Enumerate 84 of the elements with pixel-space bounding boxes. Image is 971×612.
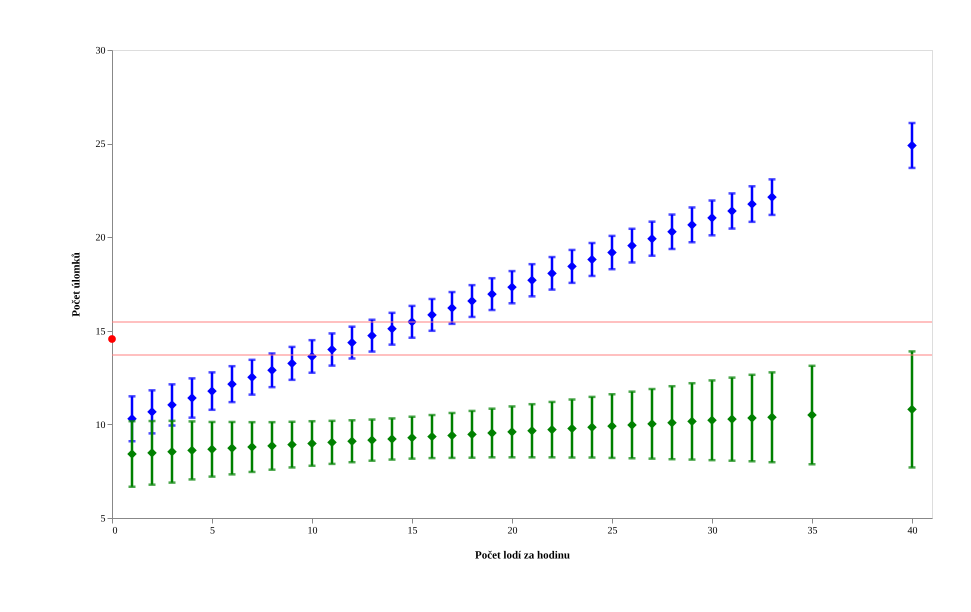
point [467,296,477,306]
point [487,289,497,299]
point [527,276,537,285]
point [627,420,637,430]
point [427,432,437,442]
y-tick-label: 15 [96,326,106,338]
point [707,416,717,426]
point [187,446,197,456]
point [907,140,917,150]
point [667,418,677,428]
x-tick-label: 30 [708,526,718,536]
point [327,438,337,448]
point [147,448,157,458]
x-tick-label: 5 [210,526,215,536]
point [427,310,437,320]
point [207,386,217,396]
point [767,412,777,422]
point [327,344,337,354]
point [447,430,457,440]
point [387,434,397,444]
point [287,358,297,368]
y-tick-label: 30 [96,46,106,56]
point [367,435,377,445]
point [227,443,237,453]
point [207,444,217,454]
point [807,410,817,420]
point [267,441,277,451]
point [247,372,257,382]
point [687,220,697,230]
point [387,324,397,334]
point [607,421,617,431]
point [407,432,417,442]
point [347,338,357,348]
point [707,213,717,223]
x-tick-label: 0 [112,526,118,536]
y-tick-label: 5 [100,514,106,524]
x-tick-label: 10 [308,526,318,536]
point [487,428,497,438]
point [647,419,657,429]
x-tick-label: 40 [908,526,918,536]
y-tick-label: 10 [96,420,106,431]
point [127,449,137,459]
point [567,262,577,272]
point [147,407,157,417]
point [527,426,537,436]
point [667,227,677,237]
point [247,442,257,452]
point [727,206,737,216]
point [307,438,317,448]
point [547,424,557,434]
point [108,335,116,343]
point [627,240,637,250]
point [507,282,517,292]
point [167,446,177,456]
point [907,404,917,414]
point [287,440,297,450]
x-tick-label: 15 [408,526,418,536]
point [747,199,757,209]
point [267,366,277,376]
x-tick-label: 20 [508,526,518,536]
y-axis-title: Počet úlomků [70,252,82,317]
x-axis-title: Počet lodí za hodinu [474,550,570,562]
point [567,424,577,434]
point [607,248,617,258]
point [647,234,657,244]
y-tick-label: 20 [96,232,106,244]
y-tick-label: 25 [96,139,106,150]
point [447,303,457,313]
point [227,379,237,389]
point [167,400,177,410]
point [467,430,477,440]
point [347,436,357,446]
point [587,254,597,264]
point [507,427,517,437]
point [747,413,757,423]
x-tick-label: 35 [808,526,818,536]
point [547,268,557,278]
point [367,330,377,340]
point [727,414,737,424]
point [767,192,777,202]
point [687,416,697,426]
x-tick-label: 25 [608,526,618,536]
point [587,422,597,432]
point [187,393,197,403]
